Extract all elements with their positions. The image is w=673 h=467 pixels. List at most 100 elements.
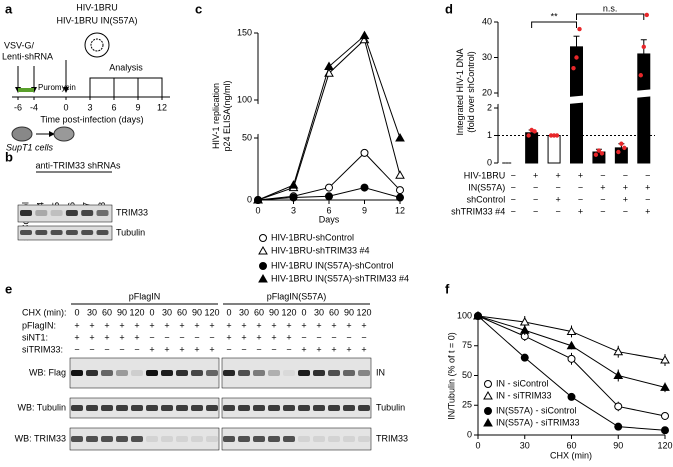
row-sign: + xyxy=(149,320,154,330)
legend-label: HIV-1BRU-shTRIM33 #4 xyxy=(271,245,370,255)
chx-value: 90 xyxy=(192,307,202,317)
band xyxy=(81,230,94,235)
legend-marker xyxy=(258,245,268,255)
band xyxy=(161,405,173,411)
row-sign: − xyxy=(179,332,184,342)
point xyxy=(554,133,560,138)
point xyxy=(577,26,582,32)
condition-sign: − xyxy=(600,170,605,180)
marker xyxy=(360,148,369,157)
band xyxy=(161,436,173,442)
marker xyxy=(473,310,483,320)
point xyxy=(622,145,627,151)
row-label: CHX (min): xyxy=(22,307,67,317)
chx-value: 60 xyxy=(102,307,112,317)
band xyxy=(35,230,48,235)
marker xyxy=(614,422,623,431)
row-sign: + xyxy=(104,332,109,342)
condition-sign: − xyxy=(600,194,605,204)
band xyxy=(223,436,235,442)
marker xyxy=(566,340,577,350)
band xyxy=(238,405,250,411)
band xyxy=(358,436,370,442)
row-sign: + xyxy=(316,320,321,330)
marker xyxy=(395,132,405,142)
row-sign: + xyxy=(149,344,154,354)
y-tick-label: 30 xyxy=(482,52,492,62)
legend-label: HIV-1BRU-shControl xyxy=(271,232,354,242)
marker xyxy=(520,353,529,362)
axis-break xyxy=(493,95,503,106)
row-sign: + xyxy=(256,320,261,330)
chx-value: 0 xyxy=(226,307,231,317)
condition-sign: + xyxy=(578,206,583,216)
band xyxy=(71,436,83,442)
chx-value: 120 xyxy=(129,307,144,317)
band xyxy=(223,405,235,411)
x-tick-label: 120 xyxy=(657,440,672,450)
point xyxy=(619,141,624,146)
row-sign: + xyxy=(286,320,291,330)
row-sign: − xyxy=(226,344,231,354)
time-tick-label: 6 xyxy=(111,102,116,112)
marker xyxy=(614,402,623,411)
row-sign: + xyxy=(134,332,139,342)
band xyxy=(191,405,203,411)
row-sign: − xyxy=(149,332,154,342)
band xyxy=(176,405,188,411)
x-tick-label: 0 xyxy=(255,205,260,215)
condition-sign: + xyxy=(555,194,560,204)
chx-value: 60 xyxy=(329,307,339,317)
legend-marker xyxy=(484,380,492,388)
y-tick-label: 75 xyxy=(462,340,472,350)
marker xyxy=(661,426,669,435)
band xyxy=(96,230,109,235)
band xyxy=(298,436,310,442)
significance: ** xyxy=(551,11,559,21)
wb-label: WB: Tubulin xyxy=(17,402,66,412)
band xyxy=(20,230,32,235)
condition-sign: + xyxy=(600,182,605,192)
chx-value: 60 xyxy=(177,307,187,317)
point xyxy=(599,151,605,156)
band xyxy=(343,436,355,442)
row-sign: + xyxy=(361,344,366,354)
x-tick-label: 90 xyxy=(613,440,623,450)
row-sign: + xyxy=(286,332,291,342)
sig-bracket xyxy=(531,21,577,28)
condition-label: shControl xyxy=(467,194,506,204)
marker xyxy=(613,346,624,356)
point xyxy=(526,133,531,138)
row-sign: + xyxy=(179,320,184,330)
point xyxy=(532,129,537,134)
band xyxy=(146,405,158,411)
band xyxy=(116,370,128,376)
band xyxy=(116,436,128,442)
legend-label: HIV-1BRU IN(S57A)-shTRIM33 #4 xyxy=(271,273,409,283)
row-sign: + xyxy=(209,344,214,354)
y-tick-label: 100 xyxy=(237,94,252,104)
band xyxy=(358,370,370,376)
band xyxy=(343,370,355,376)
y-tick-label: 40 xyxy=(482,16,492,26)
band-label: IN xyxy=(376,367,385,377)
legend-marker xyxy=(259,262,267,270)
row-sign: − xyxy=(74,344,79,354)
y-tick-label: 0 xyxy=(487,157,492,167)
point xyxy=(616,149,621,155)
band xyxy=(313,370,325,376)
bar xyxy=(547,135,561,164)
x-tick-label: 12 xyxy=(395,205,405,215)
cell-icon xyxy=(53,126,75,142)
blot xyxy=(221,397,372,419)
construct: HIV-1BRU xyxy=(76,2,118,12)
row-sign: + xyxy=(241,332,246,342)
row-sign: − xyxy=(164,332,169,342)
row-sign: − xyxy=(286,344,291,354)
row-sign: + xyxy=(104,320,109,330)
time-tick-label: -4 xyxy=(30,102,38,112)
band xyxy=(65,230,78,235)
time-tick-label: 0 xyxy=(63,102,68,112)
row-sign: + xyxy=(89,332,94,342)
analysis-bracket xyxy=(89,77,163,97)
